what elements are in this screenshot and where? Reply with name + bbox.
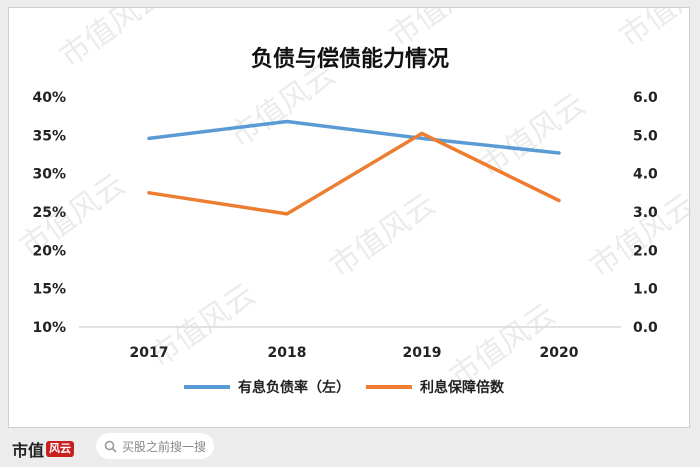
y-right-tick-label: 4.0 <box>633 167 658 183</box>
y-left-tick-label: 20% <box>32 243 66 259</box>
y-axis-right: 0.0 1.0 2.0 3.0 4.0 5.0 6.0 <box>633 90 658 336</box>
y-left-tick-label: 40% <box>32 90 66 106</box>
y-right-tick-label: 3.0 <box>633 205 658 221</box>
legend-label: 有息负债率（左） <box>238 379 350 396</box>
search-placeholder: 买股之前搜一搜 <box>122 439 207 454</box>
y-left-tick-label: 15% <box>32 282 66 298</box>
x-tick-label: 2018 <box>268 345 307 361</box>
y-left-tick-label: 30% <box>32 167 66 183</box>
watermark-text: 市值风云 <box>54 8 172 75</box>
brand-logo[interactable]: 市值 风云 <box>12 437 75 461</box>
y-left-tick-label: 35% <box>32 128 66 144</box>
legend: 有息负债率（左） 利息保障倍数 <box>184 379 505 396</box>
brand-name: 市值 <box>12 441 45 460</box>
data-point <box>420 131 424 135</box>
watermark-text: 市值风云 <box>584 187 691 284</box>
watermark-text: 市值风云 <box>474 87 592 184</box>
x-tick-label: 2017 <box>130 345 169 361</box>
series-layer <box>147 119 561 216</box>
x-axis: 2017 2018 2019 2020 <box>130 345 579 361</box>
search-icon <box>104 440 117 453</box>
chart-title: 负债与偿债能力情况 <box>251 46 449 72</box>
data-point <box>147 191 151 195</box>
search-box[interactable]: 买股之前搜一搜 <box>96 433 214 459</box>
brand-mark: 风云 <box>46 441 75 457</box>
x-tick-label: 2019 <box>403 345 442 361</box>
y-right-tick-label: 6.0 <box>633 90 658 106</box>
legend-label: 利息保障倍数 <box>420 379 505 396</box>
y-right-tick-label: 5.0 <box>633 128 658 144</box>
watermark-text: 市值风云 <box>614 8 691 55</box>
series-line <box>147 131 561 216</box>
x-tick-label: 2020 <box>540 345 579 361</box>
data-point <box>557 199 561 202</box>
watermark-text: 市值风云 <box>14 167 132 264</box>
series-line <box>147 119 561 155</box>
data-point <box>285 120 289 123</box>
data-point <box>420 136 424 140</box>
y-right-tick-label: 1.0 <box>633 282 658 298</box>
chart: 市值风云市值风云市值风云市值风云市值风云市值风云市值风云市值风云市值风云市值风云… <box>14 0 700 396</box>
data-point <box>557 151 561 155</box>
y-right-tick-label: 0.0 <box>633 320 658 336</box>
data-point <box>147 136 151 140</box>
watermark-text: 市值风云 <box>324 187 442 284</box>
footer-bar: 市值 风云 买股之前搜一搜 <box>0 428 700 467</box>
data-point <box>285 212 289 216</box>
y-left-tick-label: 10% <box>32 320 66 336</box>
y-axis-left: 10% 15% 20% 25% 30% 35% 40% <box>32 90 66 336</box>
y-left-tick-label: 25% <box>32 205 66 221</box>
chart-card: 市值风云市值风云市值风云市值风云市值风云市值风云市值风云市值风云市值风云市值风云… <box>8 0 700 428</box>
y-right-tick-label: 2.0 <box>633 243 658 259</box>
